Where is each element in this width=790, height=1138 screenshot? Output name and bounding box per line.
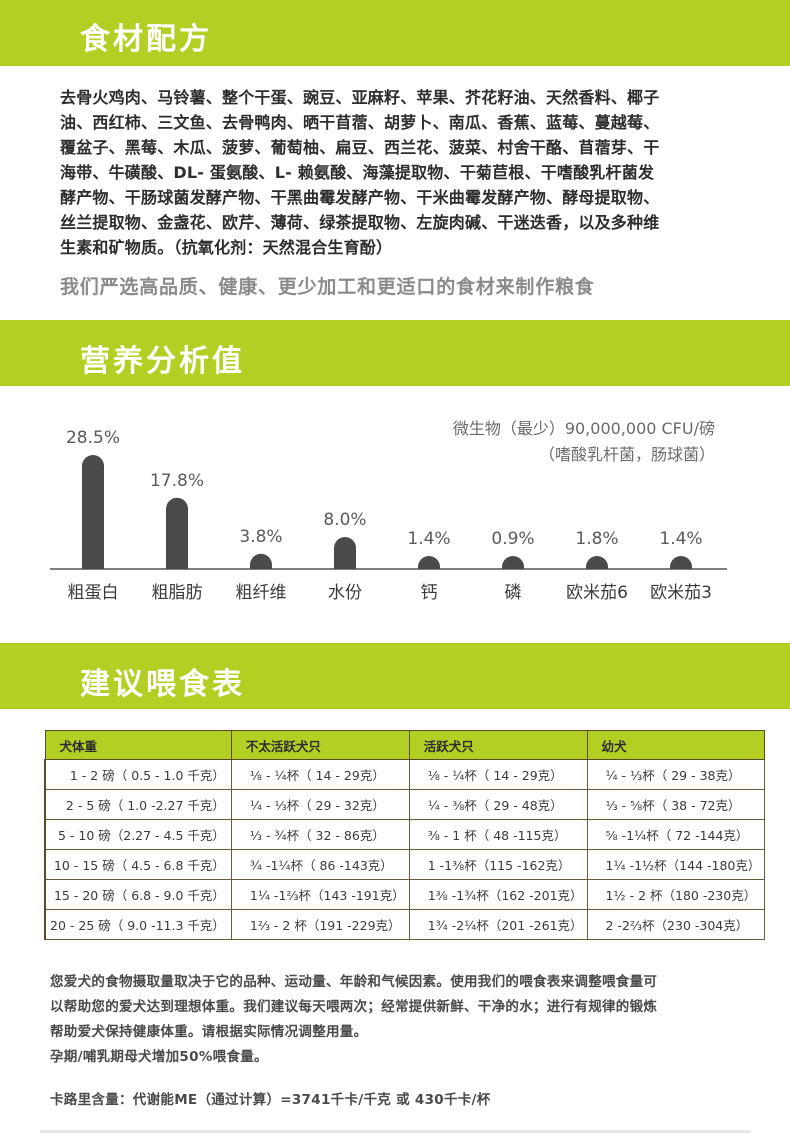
header-weight: 犬体重	[44, 730, 232, 760]
header-puppy: 幼犬	[586, 730, 766, 760]
bar-chart-svg: 28.5% 粗蛋白 17.8% 粗脂肪 3.8% 粗纤维 8.0% 水份 1.4% 钙 0.9% 磷 1…	[50, 428, 727, 603]
note-line: 孕期/哺乳期母犬增加50%喂食量。	[50, 1049, 268, 1065]
bar-6	[586, 556, 608, 569]
ingredients-banner: 食材配方	[0, 0, 790, 66]
puppy-cell: 1½ - 2 杯（180 -230克）	[586, 879, 766, 910]
feeding-table: 犬体重 不太活跃犬只 活跃犬只 幼犬 1 - 2 磅（ 0.5 - 1.0 千克…	[43, 730, 766, 940]
active-cell: 1 -1⅜杯（115 -162克）	[408, 849, 588, 880]
ingredients-line: 去骨火鸡肉、马铃薯、整个干蛋、豌豆、亚麻籽、苹果、芥花籽油、天然香料、椰子	[60, 88, 660, 107]
weight-cell: 10 - 15 磅（ 4.5 - 6.8 千克）	[43, 849, 232, 880]
microbe-annotation: 微生物（最少）90,000,000 CFU/磅 （嗜酸乳杆菌，肠球菌）	[453, 416, 715, 468]
value-label: 0.9%	[491, 529, 534, 549]
less-active-cell: 1⅔ - 2 杯（191 -229克）	[230, 909, 410, 940]
weight-cell: 5 - 10 磅（2.27 - 4.5 千克）	[43, 819, 232, 850]
calorie-content: 卡路里含量：代谢能ME（通过计算）=3741千卡/千克 或 430千卡/杯	[50, 1092, 491, 1108]
puppy-cell: 1¼ -1½杯（144 -180克）	[586, 849, 766, 880]
nutrition-title: 营养分析值	[80, 344, 245, 379]
bar-0	[82, 455, 104, 569]
less-active-cell: ¼ - ⅓杯（ 29 - 32克）	[230, 789, 410, 820]
table-row: 15 - 20 磅（ 6.8 - 9.0 千克） 1¼ -1⅔杯（143 -191…	[43, 879, 766, 910]
puppy-cell: ¼ - ⅓杯（ 29 - 38克）	[586, 759, 766, 790]
bar-5	[502, 556, 524, 569]
weight-cell: 1 - 2 磅（ 0.5 - 1.0 千克）	[43, 759, 232, 790]
ingredients-list: 去骨火鸡肉、马铃薯、整个干蛋、豌豆、亚麻籽、苹果、芥花籽油、天然香料、椰子 油、…	[60, 85, 740, 260]
active-cell: ⅛ - ¼杯（ 14 - 29克）	[408, 759, 588, 790]
bar-3	[334, 537, 356, 569]
less-active-cell: 1¼ -1⅔杯（143 -191克）	[230, 879, 410, 910]
ingredients-line: 生素和矿物质。（抗氧化剂：天然混合生育酚）	[60, 238, 393, 257]
ingredients-line: 酵产物、干肠球菌发酵产物、干黑曲霉发酵产物、干米曲霉发酵产物、酵母提取物、	[60, 188, 660, 207]
less-active-cell: ⅛ - ¼杯（ 14 - 29克）	[230, 759, 410, 790]
puppy-cell: ⅝ -1¼杯（ 72 -144克）	[586, 819, 766, 850]
nutrition-chart: 微生物（最少）90,000,000 CFU/磅 （嗜酸乳杆菌，肠球菌） 28.5…	[0, 386, 790, 626]
ingredients-line: 油、西红柿、三文鱼、去骨鸭肉、晒干苜蓿、胡萝卜、南瓜、香蕉、蓝莓、蔓越莓、	[60, 113, 660, 132]
header-active: 活跃犬只	[408, 730, 588, 760]
bar-1	[166, 497, 188, 569]
category-label: 粗蛋白	[68, 583, 119, 603]
value-label: 8.0%	[323, 510, 366, 530]
header-less-active: 不太活跃犬只	[230, 730, 410, 760]
feeding-title: 建议喂食表	[80, 667, 245, 702]
table-header-row: 犬体重 不太活跃犬只 活跃犬只 幼犬	[44, 730, 766, 760]
ingredients-title: 食材配方	[80, 22, 212, 57]
category-label: 磷	[505, 583, 522, 603]
weight-cell: 15 - 20 磅（ 6.8 - 9.0 千克）	[43, 879, 232, 910]
category-label: 粗脂肪	[152, 583, 203, 603]
puppy-cell: ⅓ - ⅝杯（ 38 - 72克）	[586, 789, 766, 820]
note-line: 您爱犬的食物摄取量取决于它的品种、运动量、年龄和气候因素。使用我们的喂食表来调整…	[50, 974, 658, 990]
active-cell: 1¾ -2¼杯（201 -261克）	[408, 909, 588, 940]
value-label: 3.8%	[239, 527, 282, 547]
table-row: 10 - 15 磅（ 4.5 - 6.8 千克） ¾ -1¼杯（ 86 -143克…	[43, 849, 766, 880]
active-cell: 1⅜ -1¾杯（162 -201克）	[408, 879, 588, 910]
category-label: 粗纤维	[236, 583, 287, 603]
ingredients-line: 海带、牛磺酸、DL- 蛋氨酸、L- 赖氨酸、海藻提取物、干菊苣根、干嗜酸乳杆菌发	[60, 163, 655, 182]
ingredients-line: 丝兰提取物、金盏花、欧芹、薄荷、绿茶提取物、左旋肉碱、干迷迭香，以及多种维	[60, 213, 660, 232]
category-label: 欧米茄6	[566, 583, 628, 603]
weight-cell: 2 - 5 磅（ 1.0 -2.27 千克）	[43, 789, 232, 820]
category-label: 水份	[328, 583, 362, 603]
less-active-cell: ¾ -1¼杯（ 86 -143克）	[230, 849, 410, 880]
category-label: 钙	[421, 583, 438, 603]
less-active-cell: ⅓ - ¾杯（ 32 - 86克）	[230, 819, 410, 850]
active-cell: ¼ - ⅜杯（ 29 - 48克）	[408, 789, 588, 820]
bar-2	[250, 553, 272, 569]
table-row: 1 - 2 磅（ 0.5 - 1.0 千克） ⅛ - ¼杯（ 14 - 29克） ⅛…	[43, 759, 766, 790]
table-row: 2 - 5 磅（ 1.0 -2.27 千克） ¼ - ⅓杯（ 29 - 32克） ¼…	[43, 789, 766, 820]
nutrition-banner: 营养分析值	[0, 320, 790, 386]
puppy-cell: 2 -2⅔杯（230 -304克）	[586, 909, 766, 940]
table-row: 20 - 25 磅（ 9.0 -11.3 千克） 1⅔ - 2 杯（191 -22…	[43, 909, 766, 940]
active-cell: ⅜ - 1 杯（ 48 -115克）	[408, 819, 588, 850]
value-label: 1.4%	[407, 529, 450, 549]
value-label: 28.5%	[66, 428, 120, 448]
bar-4	[418, 556, 440, 569]
feeding-notes: 您爱犬的食物摄取量取决于它的品种、运动量、年龄和气候因素。使用我们的喂食表来调整…	[50, 970, 750, 1070]
ingredients-line: 覆盆子、黑莓、木瓜、菠萝、葡萄柚、扁豆、西兰花、菠菜、村舍干酪、苜蓿芽、干	[60, 138, 660, 157]
microbe-strains: （嗜酸乳杆菌，肠球菌）	[538, 445, 715, 464]
bottom-divider	[40, 1130, 750, 1133]
table-row: 5 - 10 磅（2.27 - 4.5 千克） ⅓ - ¾杯（ 32 - 86克）…	[43, 819, 766, 850]
value-label: 1.8%	[575, 529, 618, 549]
category-label: 欧米茄3	[650, 583, 712, 603]
note-line: 以帮助您的爱犬达到理想体重。我们建议每天喂两次；经常提供新鲜、干净的水；进行有规…	[50, 999, 658, 1015]
note-line: 帮助爱犬保持健康体重。请根据实际情况调整用量。	[50, 1024, 368, 1040]
bar-7	[670, 556, 692, 569]
microbe-count: 微生物（最少）90,000,000 CFU/磅	[452, 419, 715, 438]
weight-cell: 20 - 25 磅（ 9.0 -11.3 千克）	[43, 909, 232, 940]
feeding-banner: 建议喂食表	[0, 643, 790, 709]
value-label: 1.4%	[659, 529, 702, 549]
value-label: 17.8%	[150, 471, 204, 491]
quality-tagline: 我们严选高品质、健康、更少加工和更适口的食材来制作粮食	[60, 276, 595, 298]
